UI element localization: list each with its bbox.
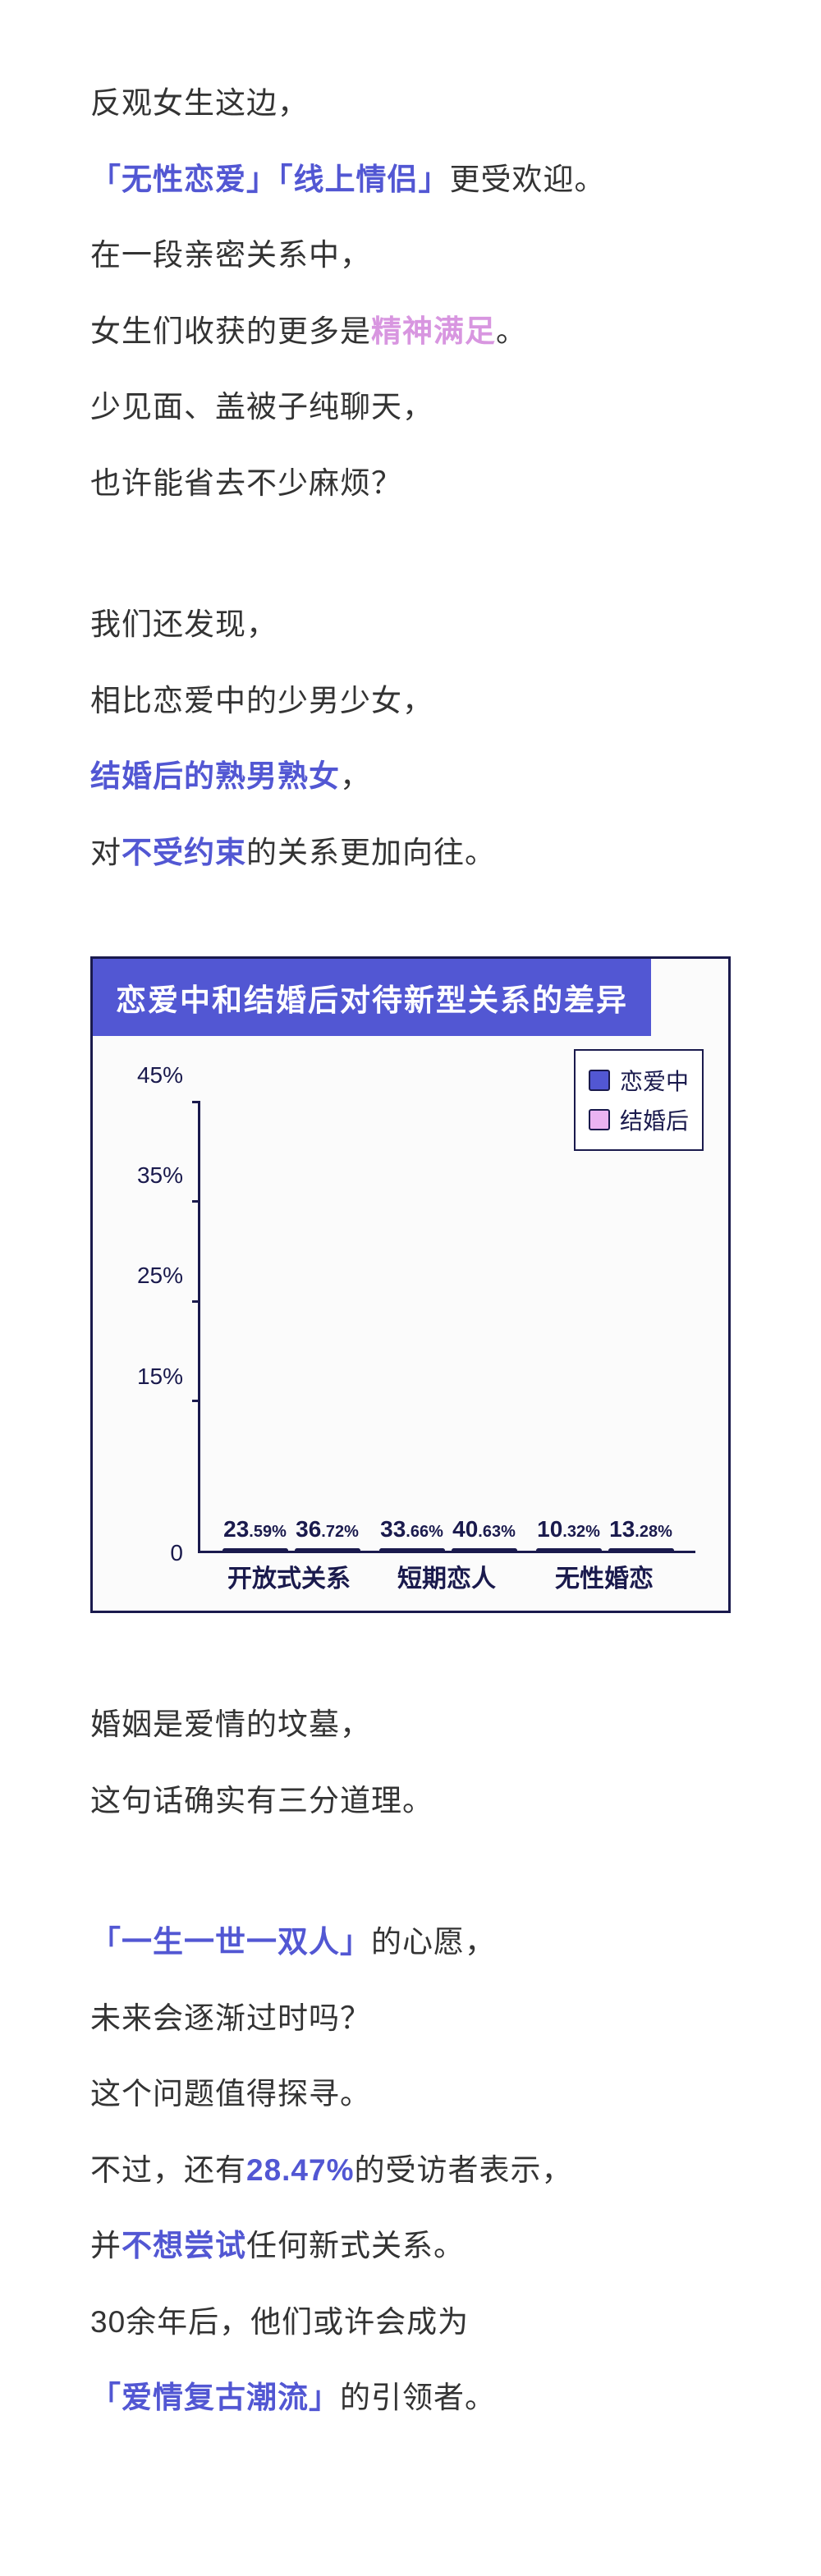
text-line: 这句话确实有三分道理。	[90, 1763, 731, 1840]
text-line: 女生们收获的更多是精神满足。	[90, 294, 731, 370]
text: 更受欢迎。	[450, 163, 606, 196]
highlight: 「一生一世一双人」	[90, 1925, 371, 1959]
text-line: 我们还发现，	[90, 587, 731, 663]
y-tick-mark	[192, 1300, 200, 1303]
text-line: 对不受约束的关系更加向往。	[90, 815, 731, 892]
text-line: 不过，还有28.47%的受访者表示，	[90, 2133, 731, 2209]
text: 的心愿，	[371, 1925, 496, 1959]
x-axis-label: 短期恋人	[378, 1558, 516, 1594]
y-tick-mark	[192, 1200, 200, 1203]
text: 对	[90, 836, 122, 869]
text-line: 婚姻是爱情的坟墓，	[90, 1687, 731, 1763]
highlight: 28.47%	[246, 2153, 355, 2187]
paragraph-4: 「一生一世一双人」的心愿， 未来会逐渐过时吗？ 这个问题值得探寻。 不过，还有2…	[90, 1904, 731, 2436]
paragraph-2: 我们还发现， 相比恋爱中的少男少女， 结婚后的熟男熟女， 对不受约束的关系更加向…	[90, 587, 731, 891]
highlight: 结婚后的熟男熟女	[90, 759, 340, 793]
paragraph-1: 反观女生这边， 「无性恋爱」「线上情侣」更受欢迎。 在一段亲密关系中， 女生们收…	[90, 66, 731, 521]
bar-value-label: 13.28%	[609, 1516, 672, 1542]
bar-group: 33.66% 40.63%	[379, 1548, 517, 1551]
bar: 23.59%	[222, 1548, 288, 1551]
paragraph-3: 婚姻是爱情的坟墓， 这句话确实有三分道理。	[90, 1687, 731, 1839]
text-line: 结婚后的熟男熟女，	[90, 739, 731, 815]
bar: 36.72%	[295, 1548, 360, 1551]
text: 女生们收获的更多是	[90, 314, 371, 348]
legend-swatch	[589, 1070, 610, 1091]
y-tick-label: 15%	[137, 1364, 183, 1390]
y-tick-label: 45%	[137, 1062, 183, 1089]
x-axis-labels: 开放式关系短期恋人无性婚恋	[198, 1558, 695, 1594]
legend-item: 结婚后	[589, 1100, 689, 1139]
y-tick-label: 25%	[137, 1263, 183, 1289]
text: 的引领者。	[340, 2381, 496, 2414]
text-line: 相比恋爱中的少男少女，	[90, 663, 731, 740]
y-axis: 45%35%25%15%0	[126, 1102, 191, 1553]
bar-value-label: 36.72%	[296, 1516, 359, 1542]
bar-value-label: 33.66%	[380, 1516, 443, 1542]
bar: 40.63%	[452, 1548, 517, 1551]
chart-area: 45%35%25%15%0 23.59%36.72%33.66%40.63%10…	[126, 1102, 695, 1611]
text-line: 反观女生这边，	[90, 66, 731, 142]
bar: 10.32%	[536, 1548, 602, 1551]
text-line: 并不想尝试任何新式关系。	[90, 2208, 731, 2285]
text: 的关系更加向往。	[246, 836, 496, 869]
text-line: 在一段亲密关系中，	[90, 218, 731, 294]
text-line: 这个问题值得探寻。	[90, 2056, 731, 2133]
y-tick-mark	[192, 1400, 200, 1402]
highlight: 不想尝试	[122, 2229, 246, 2262]
text-line: 也许能省去不少麻烦？	[90, 446, 731, 522]
text: 。	[496, 314, 527, 348]
plot-area: 23.59% 36.72% 33.66% 40.63% 10.32% 13.28%	[198, 1102, 695, 1553]
text: 的受访者表示，	[355, 2153, 573, 2187]
chart-title: 恋爱中和结婚后对待新型关系的差异	[93, 959, 651, 1036]
legend-item: 恋爱中	[589, 1061, 689, 1100]
legend-label: 结婚后	[620, 1103, 689, 1136]
y-tick-label: 0	[170, 1540, 183, 1566]
y-tick-mark	[192, 1101, 200, 1103]
text-line: 「一生一世一双人」的心愿，	[90, 1904, 731, 1981]
highlight: 不受约束	[122, 836, 246, 869]
text-line: 「无性恋爱」「线上情侣」更受欢迎。	[90, 142, 731, 218]
bar-value-label: 10.32%	[537, 1516, 600, 1542]
text: 任何新式关系。	[246, 2229, 465, 2262]
x-axis-label: 开放式关系	[220, 1558, 358, 1594]
legend-label: 恋爱中	[620, 1064, 689, 1097]
text-line: 「爱情复古潮流」的引领者。	[90, 2360, 731, 2436]
x-axis-label: 无性婚恋	[535, 1558, 673, 1594]
chart-legend: 恋爱中结婚后	[574, 1049, 704, 1151]
highlight: 精神满足	[371, 314, 496, 348]
text-line: 未来会逐渐过时吗？	[90, 1981, 731, 2057]
y-tick-label: 35%	[137, 1162, 183, 1189]
text-line: 少见面、盖被子纯聊天，	[90, 369, 731, 446]
legend-swatch	[589, 1109, 610, 1130]
bar-value-label: 23.59%	[223, 1516, 287, 1542]
text: 并	[90, 2229, 122, 2262]
highlight: 「爱情复古潮流」	[90, 2381, 340, 2414]
bar-chart: 恋爱中和结婚后对待新型关系的差异 恋爱中结婚后 45% 35% 25% 15% 0 23…	[90, 956, 731, 1613]
bar: 33.66%	[379, 1548, 445, 1551]
bar-group: 23.59% 36.72%	[222, 1548, 360, 1551]
bars-container: 23.59% 36.72% 33.66% 40.63% 10.32% 13.28%	[200, 1102, 695, 1551]
text: 不过，还有	[90, 2153, 246, 2187]
highlight: 「无性恋爱」「线上情侣」	[90, 163, 450, 196]
bar-group: 10.32% 13.28%	[536, 1548, 674, 1551]
article-container: 反观女生这边， 「无性恋爱」「线上情侣」更受欢迎。 在一段亲密关系中， 女生们收…	[0, 0, 821, 2576]
bar-value-label: 40.63%	[452, 1516, 516, 1542]
text: ，	[340, 759, 371, 793]
bar: 13.28%	[608, 1548, 674, 1551]
text-line: 30余年后，他们或许会成为	[90, 2285, 731, 2361]
